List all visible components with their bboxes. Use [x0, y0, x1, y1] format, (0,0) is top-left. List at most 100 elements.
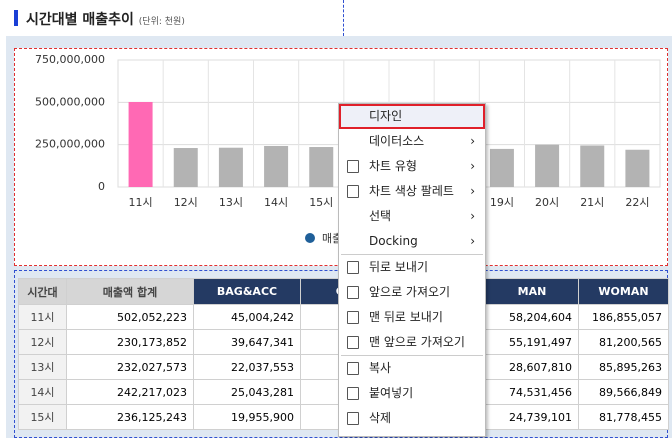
menu-item[interactable]: 붙여넣기 [339, 381, 485, 406]
column-header: BAG&ACC [193, 278, 301, 305]
menu-label: 디자인 [369, 109, 403, 123]
column-header: 매출액 합계 [66, 278, 194, 305]
bar [173, 148, 198, 187]
legend-marker [305, 233, 315, 243]
table-cell: 89,566,849 [578, 379, 669, 405]
menu-label: 뒤로 보내기 [369, 260, 429, 274]
menu-label: Docking [369, 234, 418, 248]
x-tick-label: 13시 [219, 196, 243, 209]
legend-label: 매출 [322, 232, 342, 245]
menu-label: 선택 [369, 209, 392, 223]
menu-icon [347, 311, 359, 324]
menu-item[interactable]: 뒤로 보내기 [339, 255, 485, 280]
y-tick-label: 0 [98, 180, 105, 193]
x-tick-label: 20시 [535, 196, 559, 209]
table-cell: 236,125,243 [66, 404, 194, 430]
menu-label: 붙여넣기 [369, 386, 414, 400]
menu-item[interactable]: 맨 앞으로 가져오기 [339, 330, 485, 355]
submenu-arrow: › [470, 234, 475, 248]
menu-icon [347, 261, 359, 274]
x-tick-label: 15시 [309, 196, 333, 209]
menu-icon [347, 286, 359, 299]
y-tick-label: 250,000,000 [35, 138, 105, 151]
table-cell: 12시 [18, 329, 67, 355]
table-cell: 11시 [18, 304, 67, 330]
submenu-arrow: › [470, 184, 475, 198]
menu-icon [347, 362, 359, 375]
menu-label: 데이터소스 [369, 134, 425, 148]
title-text: 시간대별 매출추이 [26, 12, 134, 28]
menu-item[interactable]: 데이터소스 › [339, 129, 485, 154]
table-cell: 232,027,573 [66, 354, 194, 380]
table-cell: 24,739,101 [485, 404, 579, 430]
table-cell: 55,191,497 [485, 329, 579, 355]
bar [625, 149, 650, 187]
menu-label: 맨 앞으로 가져오기 [369, 335, 465, 349]
title-marker [14, 10, 18, 26]
table-cell: 81,778,455 [578, 404, 669, 430]
table-cell: 28,607,810 [485, 354, 579, 380]
column-header: WOMAN [578, 278, 669, 305]
menu-label: 맨 뒤로 보내기 [369, 310, 443, 324]
menu-label: 복사 [369, 361, 392, 375]
menu-icon [347, 336, 359, 349]
table-cell: 14시 [18, 379, 67, 405]
table-cell: 74,531,456 [485, 379, 579, 405]
column-header: 시간대 [18, 278, 67, 305]
bar [535, 144, 560, 187]
column-header: MAN [485, 278, 579, 305]
y-tick-label: 500,000,000 [35, 95, 105, 108]
x-tick-label: 22시 [625, 196, 649, 209]
menu-label: 삭제 [369, 411, 392, 425]
table-cell: 19,955,900 [193, 404, 301, 430]
menu-label: 앞으로 가져오기 [369, 285, 451, 299]
submenu-arrow: › [470, 209, 475, 223]
bar [309, 147, 334, 187]
unit: (단위: 천원) [138, 17, 185, 27]
menu-label: 차트 유형 [369, 159, 417, 173]
bar [580, 145, 605, 187]
bar [489, 148, 514, 187]
menu-icon [347, 412, 359, 425]
menu-item[interactable]: 차트 색상 팔레트 › [339, 179, 485, 204]
menu-item[interactable]: 선택 › [339, 204, 485, 229]
table-cell: 230,173,852 [66, 329, 194, 355]
table-row: 14시242,217,02325,043,2812574,531,45689,5… [18, 379, 669, 405]
x-tick-label: 14시 [264, 196, 288, 209]
table-cell: 186,855,057 [578, 304, 669, 330]
table-cell: 85,895,263 [578, 354, 669, 380]
menu-item[interactable]: 차트 유형 › [339, 154, 485, 179]
menu-item[interactable]: 삭제 [339, 406, 485, 431]
guide [343, 0, 344, 36]
menu-icon [347, 160, 359, 173]
table-cell: 22,037,553 [193, 354, 301, 380]
menu-label: 차트 색상 팔레트 [369, 184, 454, 198]
x-tick-label: 11시 [129, 196, 153, 209]
table-cell: 502,052,223 [66, 304, 194, 330]
table-cell: 81,200,565 [578, 329, 669, 355]
table-cell: 15시 [18, 404, 67, 430]
x-tick-label: 12시 [174, 196, 198, 209]
menu-item[interactable]: 앞으로 가져오기 [339, 280, 485, 305]
bar [128, 101, 153, 187]
table-cell: 25,043,281 [193, 379, 301, 405]
table-cell: 45,004,242 [193, 304, 301, 330]
submenu-arrow: › [470, 134, 475, 148]
y-tick-label: 750,000,000 [35, 53, 105, 66]
menu-separator [341, 254, 483, 255]
table-cell: 58,204,604 [485, 304, 579, 330]
title: 시간대별 매출추이 (단위: 천원) [26, 9, 185, 29]
bar [264, 145, 289, 187]
menu-icon [347, 387, 359, 400]
menu-item[interactable]: 복사 [339, 356, 485, 381]
menu-item[interactable]: 맨 뒤로 보내기 [339, 305, 485, 330]
table-cell: 39,647,341 [193, 329, 301, 355]
menu-separator [341, 355, 483, 356]
x-tick-label: 19시 [490, 196, 514, 209]
menu-item[interactable]: 디자인 [339, 104, 485, 129]
menu-item[interactable]: Docking › [339, 229, 485, 254]
submenu-arrow: › [470, 159, 475, 173]
menu-icon [347, 185, 359, 198]
